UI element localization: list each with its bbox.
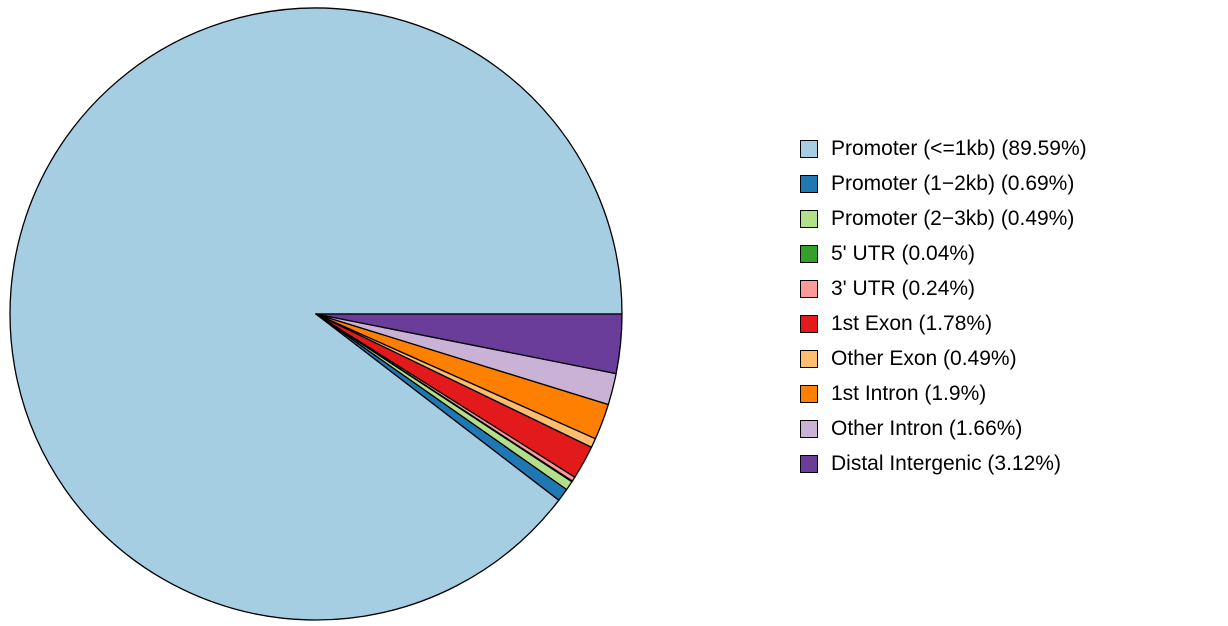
legend: Promoter (<=1kb) (89.59%) Promoter (1−2k… — [800, 138, 1087, 475]
legend-swatch — [800, 455, 818, 473]
legend-swatch — [800, 420, 818, 438]
legend-label: 1st Intron (1.9%) — [831, 382, 987, 405]
legend-label: Other Intron (1.66%) — [831, 417, 1023, 440]
legend-label: 5' UTR (0.04%) — [831, 242, 976, 265]
legend-swatch — [800, 245, 818, 263]
legend-item: Promoter (2−3kb) (0.49%) — [800, 208, 1087, 230]
legend-item: Other Exon (0.49%) — [800, 348, 1087, 370]
legend-item: Promoter (<=1kb) (89.59%) — [800, 138, 1087, 160]
legend-label: Distal Intergenic (3.12%) — [831, 452, 1061, 475]
legend-swatch — [800, 280, 818, 298]
legend-item: Distal Intergenic (3.12%) — [800, 453, 1087, 475]
legend-item: Promoter (1−2kb) (0.69%) — [800, 173, 1087, 195]
legend-label: Promoter (<=1kb) (89.59%) — [831, 137, 1087, 160]
legend-swatch — [800, 140, 818, 158]
legend-label: Other Exon (0.49%) — [831, 347, 1017, 370]
legend-item: 3' UTR (0.24%) — [800, 278, 1087, 300]
legend-label: Promoter (2−3kb) (0.49%) — [831, 207, 1075, 230]
legend-swatch — [800, 210, 818, 228]
legend-label: Promoter (1−2kb) (0.69%) — [831, 172, 1075, 195]
legend-item: 5' UTR (0.04%) — [800, 243, 1087, 265]
legend-swatch — [800, 350, 818, 368]
legend-swatch — [800, 175, 818, 193]
legend-item: 1st Exon (1.78%) — [800, 313, 1087, 335]
legend-swatch — [800, 385, 818, 403]
legend-item: 1st Intron (1.9%) — [800, 383, 1087, 405]
legend-item: Other Intron (1.66%) — [800, 418, 1087, 440]
pie-slice — [315, 313, 623, 375]
legend-label: 3' UTR (0.24%) — [831, 277, 976, 300]
legend-swatch — [800, 315, 818, 333]
legend-label: 1st Exon (1.78%) — [831, 312, 993, 335]
